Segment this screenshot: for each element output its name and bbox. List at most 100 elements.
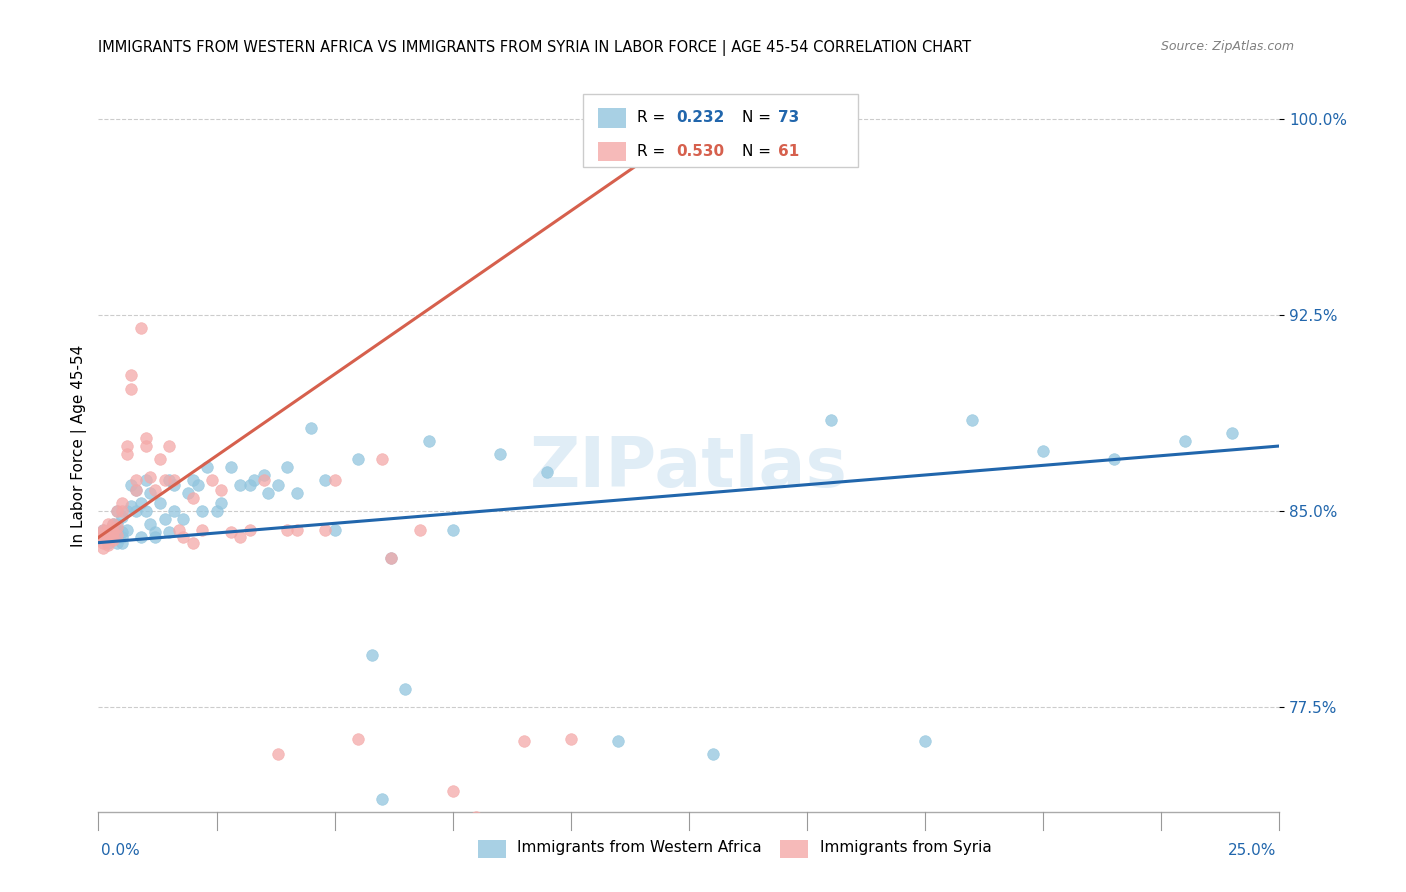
- Point: [105, 517, 128, 532]
- Text: 73: 73: [778, 110, 799, 125]
- Point: [139, 486, 162, 500]
- Point: [820, 413, 842, 427]
- Point: [101, 525, 124, 540]
- Point: [441, 523, 464, 537]
- Point: [91, 531, 114, 545]
- Point: [111, 525, 134, 540]
- Point: [111, 504, 134, 518]
- Text: 0.232: 0.232: [676, 110, 724, 125]
- Point: [1102, 452, 1125, 467]
- Point: [257, 486, 280, 500]
- Point: [105, 528, 128, 542]
- Point: [465, 810, 488, 824]
- Point: [97, 523, 120, 537]
- Point: [285, 523, 308, 537]
- Point: [394, 681, 416, 696]
- Point: [314, 473, 336, 487]
- Text: IMMIGRANTS FROM WESTERN AFRICA VS IMMIGRANTS FROM SYRIA IN LABOR FORCE | AGE 45-: IMMIGRANTS FROM WESTERN AFRICA VS IMMIGR…: [98, 40, 972, 56]
- Point: [181, 473, 204, 487]
- Point: [285, 486, 308, 500]
- Point: [153, 512, 176, 526]
- Point: [153, 473, 176, 487]
- Point: [105, 504, 128, 518]
- Point: [121, 499, 143, 513]
- Point: [172, 531, 194, 545]
- Point: [115, 439, 138, 453]
- Point: [314, 523, 336, 537]
- Point: [209, 483, 232, 498]
- Point: [512, 734, 534, 748]
- Point: [239, 523, 262, 537]
- Point: [560, 731, 582, 746]
- Point: [157, 439, 180, 453]
- Point: [101, 531, 124, 545]
- Point: [276, 459, 298, 474]
- Point: [101, 531, 124, 545]
- Text: Immigrants from Western Africa: Immigrants from Western Africa: [517, 840, 762, 855]
- Text: Immigrants from Syria: Immigrants from Syria: [820, 840, 991, 855]
- Point: [418, 434, 440, 448]
- Point: [111, 535, 134, 549]
- Point: [219, 459, 242, 474]
- Point: [205, 504, 228, 518]
- Point: [299, 420, 322, 434]
- Point: [347, 731, 370, 746]
- Point: [371, 452, 394, 467]
- Text: 25.0%: 25.0%: [1229, 843, 1277, 858]
- Point: [135, 504, 157, 518]
- Point: [121, 382, 143, 396]
- Point: [323, 523, 346, 537]
- Point: [195, 459, 218, 474]
- Point: [157, 473, 180, 487]
- Point: [101, 517, 124, 532]
- Point: [607, 734, 630, 748]
- Point: [143, 483, 166, 498]
- Point: [135, 473, 157, 487]
- Point: [125, 504, 148, 518]
- Point: [91, 523, 114, 537]
- Point: [1220, 425, 1243, 440]
- Point: [157, 525, 180, 540]
- Point: [616, 112, 638, 127]
- Point: [143, 525, 166, 540]
- Point: [191, 504, 214, 518]
- Text: ZIPatlas: ZIPatlas: [530, 434, 848, 501]
- Point: [129, 496, 152, 510]
- Point: [243, 473, 266, 487]
- Point: [172, 512, 194, 526]
- Point: [276, 523, 298, 537]
- Point: [101, 525, 124, 540]
- Point: [167, 523, 190, 537]
- Point: [441, 784, 464, 798]
- Point: [962, 413, 984, 427]
- Point: [664, 112, 686, 127]
- Point: [536, 465, 558, 479]
- Text: 61: 61: [778, 144, 799, 159]
- Point: [229, 531, 252, 545]
- Point: [97, 535, 120, 549]
- Point: [408, 523, 430, 537]
- Point: [209, 496, 232, 510]
- Point: [91, 535, 114, 549]
- Point: [101, 517, 124, 532]
- Point: [163, 473, 186, 487]
- Point: [121, 478, 143, 492]
- Point: [125, 473, 148, 487]
- Text: 0.0%: 0.0%: [101, 843, 141, 858]
- Point: [97, 538, 120, 552]
- Point: [97, 531, 120, 545]
- Point: [229, 478, 252, 492]
- Point: [105, 504, 128, 518]
- Point: [267, 478, 290, 492]
- Point: [163, 478, 186, 492]
- Point: [97, 517, 120, 532]
- Point: [702, 747, 724, 762]
- Point: [91, 531, 114, 545]
- Point: [111, 496, 134, 510]
- Point: [125, 483, 148, 498]
- Point: [201, 473, 224, 487]
- Point: [267, 747, 290, 762]
- Text: R =: R =: [637, 144, 671, 159]
- Point: [111, 531, 134, 545]
- Point: [181, 535, 204, 549]
